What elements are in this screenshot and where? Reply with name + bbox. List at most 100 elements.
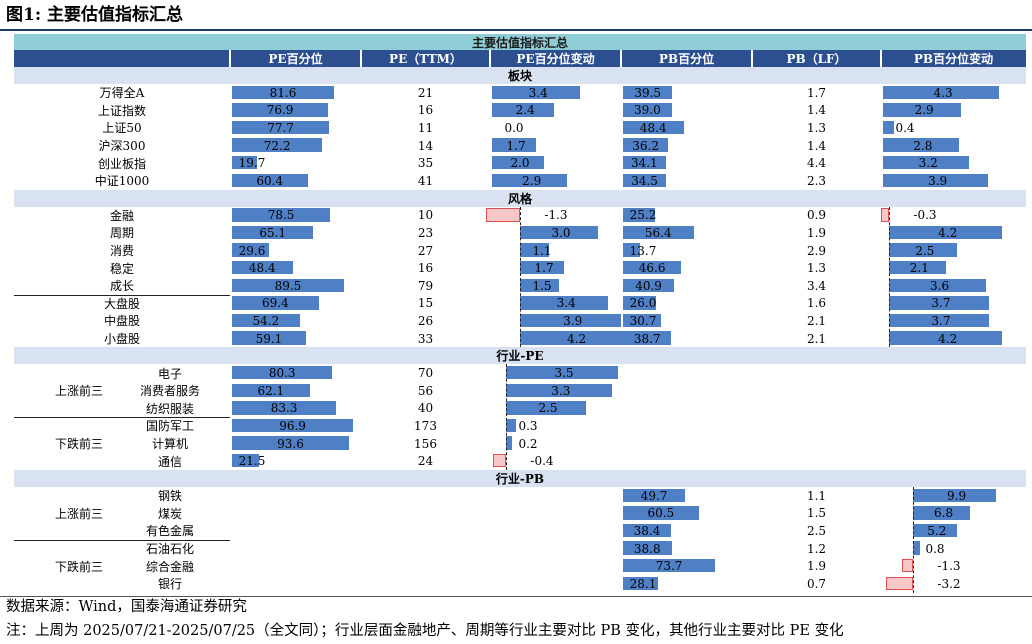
percentile-bar bbox=[623, 85, 673, 100]
percentile-value: 21.5 bbox=[238, 454, 266, 469]
percentile-bar bbox=[232, 260, 293, 275]
increase-bar bbox=[889, 260, 946, 275]
percentile-bar bbox=[623, 155, 666, 170]
data-source: 数据来源：Wind，国泰海通证券研究 bbox=[6, 599, 247, 615]
percentile-value: 48.4 bbox=[248, 261, 276, 276]
row-name: 国防军工 bbox=[145, 419, 194, 434]
increase-bar bbox=[520, 296, 609, 310]
row-name: 周期 bbox=[109, 226, 134, 241]
percentile-value: 77.7 bbox=[267, 120, 294, 135]
decrease-bar bbox=[493, 453, 506, 468]
column-separator bbox=[751, 50, 753, 67]
percentile-bar bbox=[232, 173, 308, 188]
change-value: 0.3 bbox=[518, 418, 538, 433]
row-name: 有色金属 bbox=[145, 524, 194, 539]
change-value: 0.8 bbox=[925, 541, 945, 556]
row-name: 大盘股 bbox=[103, 296, 140, 311]
increase-bar bbox=[506, 418, 516, 433]
pe-ttm-value: 14 bbox=[417, 138, 434, 153]
percentile-bar bbox=[232, 401, 337, 415]
pe-ttm-value: 16 bbox=[417, 261, 434, 276]
increase-bar bbox=[506, 401, 586, 415]
increase-bar bbox=[889, 278, 987, 293]
percentile-bar bbox=[232, 296, 319, 310]
group-label: 上涨前三 bbox=[54, 384, 103, 399]
percentile-bar bbox=[232, 418, 354, 433]
table-row: 中证1000 60.4 41 2.9 34.5 2.3 3.9 bbox=[14, 172, 1026, 190]
percentile-bar bbox=[623, 103, 672, 117]
change-value: 2.8 bbox=[913, 138, 933, 153]
table-row: 成长 89.5 79 1.5 40.9 3.4 3.6 bbox=[14, 277, 1026, 295]
increase-bar bbox=[520, 313, 622, 328]
column-header: PB百分位变动 bbox=[913, 52, 994, 66]
percentile-value: 34.5 bbox=[631, 173, 658, 188]
pb-lf-value: 2.3 bbox=[806, 173, 827, 188]
pe-ttm-value: 24 bbox=[417, 454, 434, 469]
pe-ttm-value: 56 bbox=[417, 383, 434, 398]
percentile-value: 60.5 bbox=[647, 506, 675, 521]
percentile-value: 38.7 bbox=[633, 331, 661, 346]
decrease-bar bbox=[902, 558, 913, 573]
change-value: 3.4 bbox=[556, 296, 576, 311]
valuation-table: 主要估值指标汇总 PE百分位 PE（TTM） PE百分位变动 PB百分位 PB（LF） PB… bbox=[14, 34, 1026, 593]
zero-axis bbox=[913, 487, 914, 593]
change-value: -1.3 bbox=[937, 559, 961, 574]
row-name: 上证50 bbox=[102, 121, 142, 136]
increase-bar bbox=[889, 313, 989, 328]
change-value: 3.7 bbox=[931, 296, 951, 311]
table-row: 银行 28.1 0.7 -3.2 bbox=[14, 575, 1026, 593]
row-name: 银行 bbox=[157, 577, 182, 592]
column-header: PE百分位变动 bbox=[516, 52, 595, 66]
increase-bar bbox=[883, 103, 962, 117]
column-header-row: PE百分位 PE（TTM） PE百分位变动 PB百分位 PB（LF） PB百分位变动 bbox=[14, 50, 1026, 67]
row-name: 中证1000 bbox=[94, 174, 150, 189]
change-value: -0.4 bbox=[530, 454, 554, 469]
row-name: 金融 bbox=[109, 208, 134, 223]
change-value: 3.3 bbox=[551, 383, 571, 398]
pe-ttm-value: 70 bbox=[417, 366, 434, 381]
pe-ttm-value: 41 bbox=[417, 173, 434, 188]
change-value: 3.9 bbox=[928, 173, 948, 188]
change-value: 6.8 bbox=[934, 506, 954, 521]
row-name: 中盘股 bbox=[103, 314, 140, 329]
percentile-bar bbox=[232, 103, 329, 117]
pe-ttm-value: 15 bbox=[417, 296, 434, 311]
row-name: 石油石化 bbox=[145, 542, 194, 557]
column-header: PE（TTM） bbox=[389, 52, 462, 66]
percentile-bar bbox=[232, 225, 314, 240]
percentile-value: 80.3 bbox=[268, 366, 296, 381]
increase-bar bbox=[913, 488, 997, 503]
table-row: 通信 21.5 24 -0.4 bbox=[14, 452, 1026, 470]
percentile-value: 30.7 bbox=[629, 313, 657, 328]
pb-lf-value: 1.9 bbox=[806, 559, 827, 574]
pb-lf-value: 1.6 bbox=[806, 296, 827, 311]
pe-ttm-value: 21 bbox=[417, 85, 434, 100]
change-value: 3.7 bbox=[931, 313, 951, 328]
pb-lf-value: 0.7 bbox=[806, 576, 827, 591]
increase-bar bbox=[506, 365, 618, 380]
change-value: 2.0 bbox=[510, 156, 530, 171]
pb-lf-value: 2.1 bbox=[806, 313, 827, 328]
percentile-bar bbox=[232, 243, 269, 257]
percentile-value: 73.7 bbox=[655, 559, 683, 574]
pb-lf-value: 2.5 bbox=[806, 523, 827, 538]
decrease-bar bbox=[886, 576, 913, 591]
change-value: 2.9 bbox=[522, 173, 542, 188]
change-value: 0.2 bbox=[518, 436, 538, 451]
percentile-value: 39.0 bbox=[634, 103, 661, 118]
increase-bar bbox=[492, 103, 555, 117]
pb-lf-value: 1.5 bbox=[806, 506, 827, 521]
table-row: 纺织服装 83.3 40 2.5 bbox=[14, 400, 1026, 418]
column-header: PB（LF） bbox=[786, 52, 847, 66]
increase-bar bbox=[889, 243, 957, 257]
group-label: 上涨前三 bbox=[54, 506, 103, 521]
percentile-bar bbox=[232, 120, 330, 135]
increase-bar bbox=[883, 173, 989, 188]
percentile-bar bbox=[623, 558, 716, 573]
section-header-industry_pe: 行业-PE bbox=[14, 347, 1026, 365]
change-value: 2.5 bbox=[538, 401, 558, 416]
percentile-value: 26.0 bbox=[629, 296, 657, 311]
table-row: 石油石化 38.8 1.2 0.8 bbox=[14, 540, 1026, 558]
table-row: 沪深300 72.2 14 1.7 36.2 1.4 2.8 bbox=[14, 137, 1026, 155]
percentile-value: 54.2 bbox=[252, 313, 280, 328]
